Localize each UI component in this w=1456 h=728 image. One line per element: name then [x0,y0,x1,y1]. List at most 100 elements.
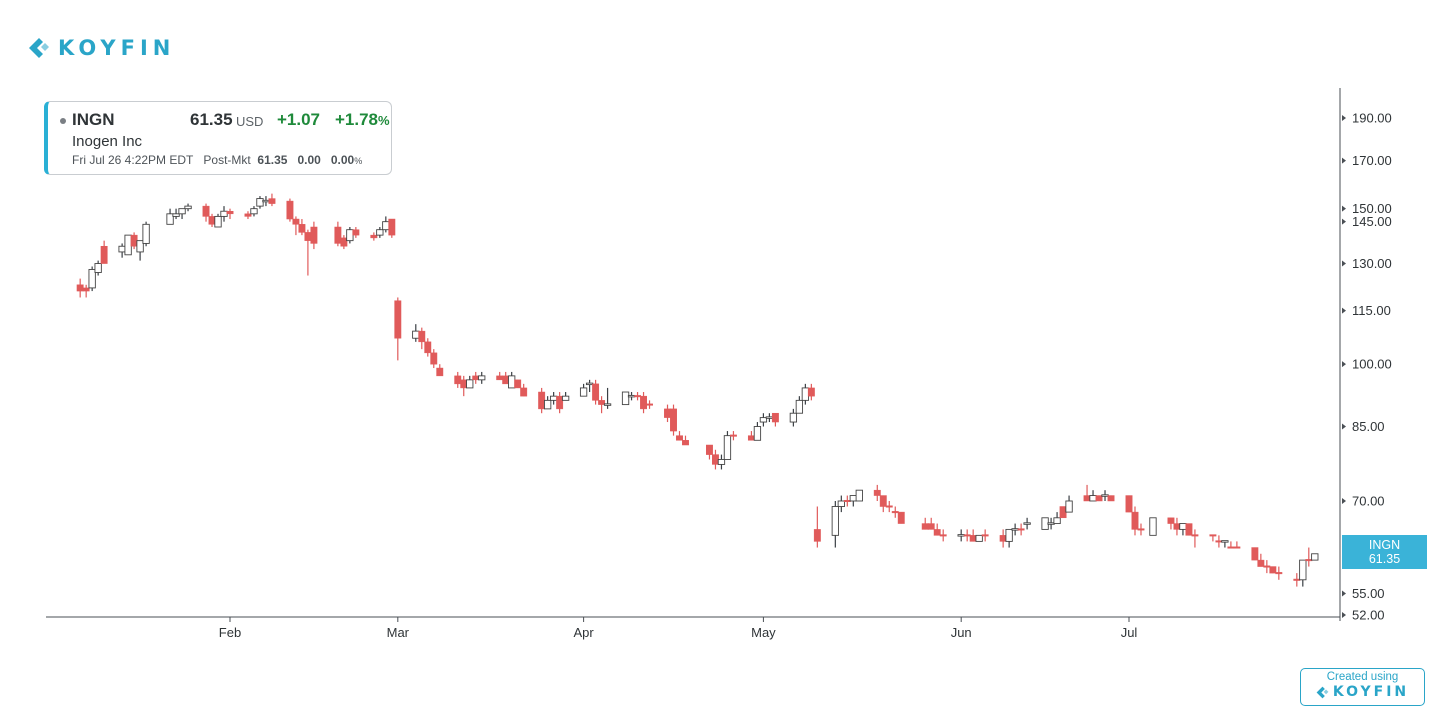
x-axis-ticks: Feb Mar Apr May Jun Jul [219,617,1138,640]
candle-body [136,240,144,253]
post-market-row: Fri Jul 26 4:22PM EDT Post-Mkt 61.35 0.0… [72,153,362,167]
candle-body [843,499,851,502]
candle [933,523,941,536]
candle [430,349,438,369]
candle-body [670,408,677,432]
y-tick-marker [1342,115,1346,121]
candle-body [1149,517,1157,536]
candle-body [1299,559,1307,581]
candle [1221,540,1229,548]
candle-series [76,193,1319,587]
candle-body [849,495,857,502]
x-tick-label: May [751,625,776,640]
created-using-badge[interactable]: Created using KOYFIN [1300,668,1425,706]
candle [1209,534,1217,542]
candle [549,392,558,405]
candle [556,392,564,414]
candle [214,213,222,228]
candle-body [334,226,342,244]
candle-body [1293,578,1301,581]
candle [1041,517,1049,530]
candle [352,226,360,238]
candle [813,506,821,548]
candle-body [1311,553,1319,561]
candle-body [1011,528,1019,531]
koyfin-logo-icon [29,38,49,58]
candle-body [472,375,480,381]
y-tick-label: 170.00 [1352,153,1392,168]
candle-body [304,232,312,241]
candle [598,396,606,414]
candle-body [549,395,558,401]
candle [298,219,306,236]
x-tick-label: Jul [1121,625,1138,640]
candle-body [682,440,689,446]
candle-body [921,523,929,530]
candle [502,371,510,385]
candle [543,396,552,410]
candle-body [508,375,516,389]
candle [1059,506,1067,519]
candle [999,529,1007,548]
candle [634,392,641,401]
candle [795,396,804,414]
candle-body [1083,495,1091,502]
candle-body [250,208,258,215]
candle-body [897,511,905,524]
candle-body [627,394,636,398]
candle [670,404,677,436]
candle [220,206,228,222]
y-tick-marker [1342,590,1346,597]
candle [1095,495,1103,502]
candle [969,529,977,542]
candle [1263,560,1271,574]
candle-body [603,403,612,406]
candle [640,392,647,414]
candle [286,198,294,222]
candle-body [382,221,390,231]
candle [100,240,108,264]
y-tick-label: 55.00 [1352,586,1385,601]
candle [789,408,798,427]
candle [1227,541,1235,549]
candle-body [1257,559,1265,567]
candle-body [1047,522,1055,525]
quote-card: INGN 61.35 USD +1.07 +1.78% Inogen Inc F… [44,101,392,175]
ticker-symbol: INGN [72,110,115,129]
candle-body [789,412,798,423]
candle-body [543,399,552,410]
candle [82,284,90,298]
candle-body [592,383,600,401]
candle-body [807,387,815,397]
candle [142,221,150,247]
candle-body [178,208,186,215]
candle-body [1227,546,1235,549]
candle-body [801,387,810,401]
candle [184,203,192,212]
candle [166,208,174,225]
candle [837,495,845,513]
candle [340,235,348,250]
candle-body [771,412,779,423]
candle-body [496,375,504,381]
currency: USD [236,114,264,129]
candle [382,216,390,233]
candle-body [676,435,683,441]
badge-logo-text: KOYFIN [1332,684,1410,700]
candle [1083,484,1091,502]
candle-body [1101,494,1109,497]
koyfin-logo[interactable]: KOYFIN [28,36,175,60]
x-tick-label: Jun [951,625,972,640]
candle-body [76,284,84,292]
y-tick-marker [1342,497,1346,504]
candle [759,413,768,427]
candle [394,297,402,361]
post-market-pct-sign: % [354,156,363,166]
candle [706,444,713,460]
candle-body [1095,495,1103,502]
candle [627,392,636,401]
candle [256,196,264,209]
price-change-pct: +1.78% [335,110,390,130]
